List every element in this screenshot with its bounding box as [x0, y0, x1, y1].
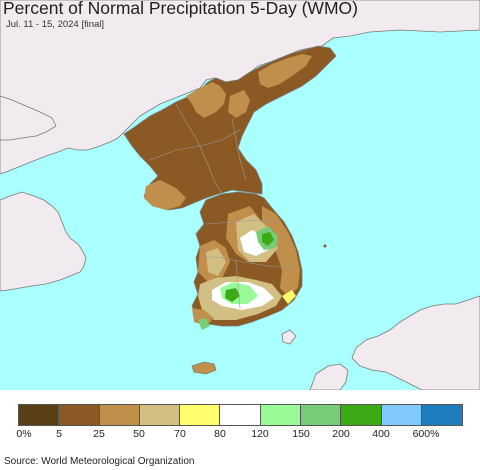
- mainland-china: [0, 0, 480, 175]
- legend-tick-label: 600%: [412, 428, 440, 440]
- legend-swatch-0: [19, 405, 60, 425]
- japan-island-small: [281, 329, 297, 345]
- legend-tick-label: 80: [214, 428, 226, 440]
- legend-tick-label: 150: [292, 428, 310, 440]
- north-korea-patch-north: [186, 82, 226, 118]
- legend-tick-label: 25: [93, 428, 105, 440]
- legend-tick-label: 70: [174, 428, 186, 440]
- legend-tick-label: 0%: [16, 428, 32, 440]
- legend-tick-label: 200: [332, 428, 350, 440]
- japan-island-kyushu: [309, 363, 349, 390]
- source-credit: Source: World Meteorological Organizatio…: [4, 456, 195, 467]
- north-korea-patch-west: [144, 180, 186, 210]
- legend-swatch-3: [139, 405, 181, 425]
- legend-swatch-8: [341, 405, 382, 425]
- sk-zone-tan-east: [262, 206, 300, 296]
- page-title: Percent of Normal Precipitation 5-Day (W…: [3, 0, 358, 18]
- legend-color-bar: [18, 404, 464, 426]
- jeju-island: [191, 361, 217, 375]
- legend-swatch-4: [180, 405, 221, 425]
- china-peninsula: [0, 95, 57, 141]
- legend-tick-label: 5: [56, 428, 62, 440]
- legend-swatch-10: [421, 405, 463, 425]
- coast-china-west: [0, 191, 87, 292]
- sk-zone-southwest-coast: [192, 308, 214, 326]
- sk-zone-darkgreen-south: [225, 288, 240, 302]
- legend-swatch-9: [381, 405, 422, 425]
- legend-swatch-5: [220, 405, 261, 425]
- legend-tick-label: 120: [251, 428, 269, 440]
- legend-swatch-2: [99, 405, 140, 425]
- north-korea-patch-east: [258, 54, 312, 88]
- sk-zone-darkgreen-center: [262, 232, 274, 246]
- legend-swatch-7: [301, 405, 342, 425]
- japan: [351, 295, 480, 390]
- date-range-subtitle: Jul. 11 - 15, 2024 [final]: [6, 19, 105, 30]
- precipitation-map: [0, 0, 480, 390]
- legend-tick-labels: 0% 5 25 50 70 80 120 150 200 400 600%: [0, 428, 480, 442]
- ulleung-island: [323, 244, 327, 248]
- legend-swatch-6: [260, 405, 302, 425]
- sk-zone-yellow-southeast: [282, 290, 296, 304]
- north-korea-patch-mid: [228, 90, 250, 118]
- legend-tick-label: 50: [133, 428, 145, 440]
- legend-swatch-1: [59, 405, 100, 425]
- sk-zone-green-southwest: [198, 318, 210, 330]
- sk-zone-light-west: [206, 248, 226, 276]
- legend-tick-label: 400: [372, 428, 390, 440]
- province-boundaries: [149, 103, 293, 309]
